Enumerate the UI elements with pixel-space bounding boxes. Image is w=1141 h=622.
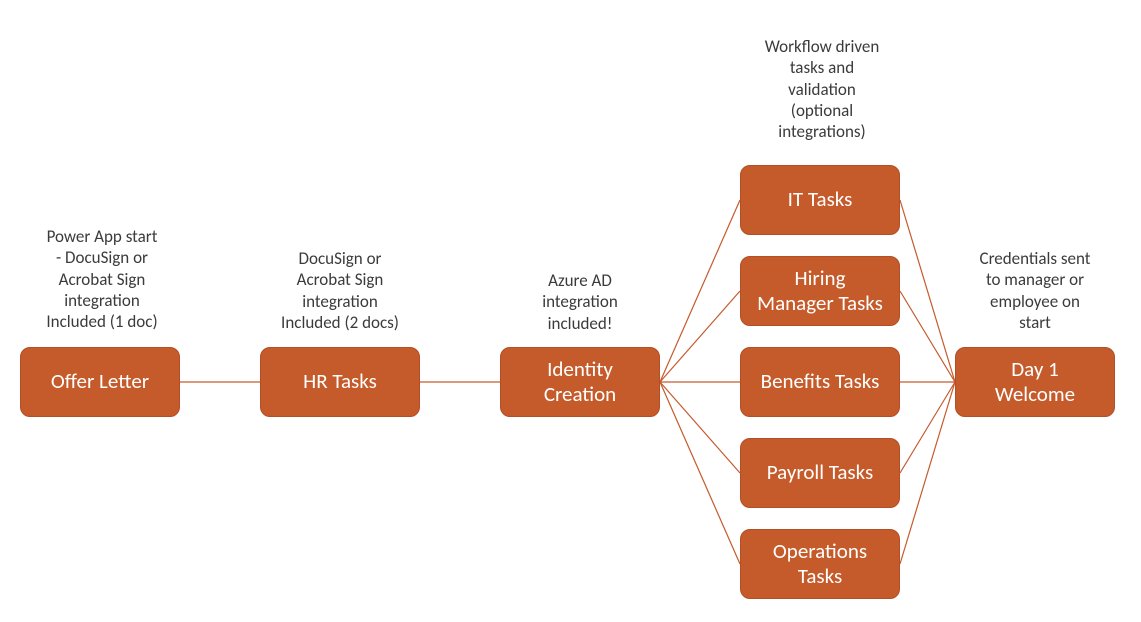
edge-it-tasks-to-day1: [900, 200, 955, 382]
edge-identity-to-operations: [660, 382, 740, 564]
node-label: Operations Tasks: [773, 539, 867, 589]
node-benefits: Benefits Tasks: [740, 347, 900, 417]
node-operations: Operations Tasks: [740, 529, 900, 599]
node-label: Identity Creation: [544, 357, 616, 407]
edge-hiring-mgr-to-day1: [900, 291, 955, 382]
caption-c4: Workflow driven tasks and validation (op…: [752, 36, 892, 142]
node-hr-tasks: HR Tasks: [260, 347, 420, 417]
caption-c2: DocuSign or Acrobat Sign integration Inc…: [260, 248, 420, 333]
node-label: IT Tasks: [788, 187, 853, 212]
node-identity: Identity Creation: [500, 347, 660, 417]
edge-identity-to-hiring-mgr: [660, 291, 740, 382]
node-label: Hiring Manager Tasks: [757, 266, 883, 316]
node-label: Day 1 Welcome: [995, 357, 1075, 407]
node-payroll: Payroll Tasks: [740, 438, 900, 508]
caption-c1: Power App start - DocuSign or Acrobat Si…: [32, 226, 172, 332]
caption-c3: Azure AD integration included!: [520, 270, 640, 334]
edge-identity-to-it-tasks: [660, 200, 740, 382]
node-it-tasks: IT Tasks: [740, 165, 900, 235]
node-offer-letter: Offer Letter: [20, 347, 180, 417]
edge-operations-to-day1: [900, 382, 955, 564]
edge-payroll-to-day1: [900, 382, 955, 473]
node-label: Benefits Tasks: [761, 369, 880, 394]
node-label: HR Tasks: [303, 369, 377, 394]
edge-identity-to-payroll: [660, 382, 740, 473]
node-hiring-mgr: Hiring Manager Tasks: [740, 256, 900, 326]
node-day1: Day 1 Welcome: [955, 347, 1115, 417]
node-label: Offer Letter: [51, 369, 149, 394]
node-label: Payroll Tasks: [767, 460, 873, 485]
caption-c5: Credentials sent to manager or employee …: [960, 248, 1110, 333]
